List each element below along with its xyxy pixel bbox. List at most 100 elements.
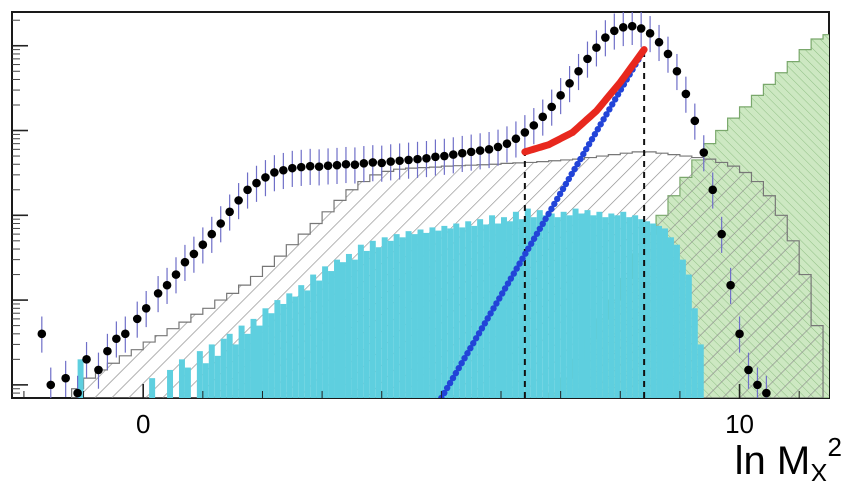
- cyan-bar: [423, 232, 430, 398]
- red-fit-curve: [521, 46, 648, 156]
- blue-line-dot: [499, 290, 506, 297]
- data-point: [141, 304, 151, 313]
- red-fit-line: [521, 46, 648, 156]
- data-point: [368, 158, 378, 167]
- blue-line-dot: [527, 240, 535, 247]
- data-point: [413, 154, 422, 164]
- blue-line-dot: [609, 101, 616, 108]
- data-point: [618, 22, 628, 32]
- blue-line-dot: [591, 131, 599, 138]
- data-point: [636, 24, 646, 33]
- y-axis-ticks: [12, 19, 28, 394]
- data-point: [377, 158, 387, 168]
- cyan-bar: [495, 223, 502, 398]
- data-point: [663, 49, 673, 59]
- data-point: [762, 388, 771, 398]
- cyan-bar: [632, 215, 639, 398]
- cyan-bar: [226, 333, 233, 398]
- cyan-bar: [512, 211, 519, 398]
- data-point: [82, 355, 91, 364]
- cyan-bar: [387, 240, 394, 398]
- cyan-bar: [381, 237, 388, 398]
- cyan-bar: [244, 333, 251, 398]
- x-axis-ticks: [23, 384, 800, 398]
- cyan-bar: [459, 227, 466, 398]
- cyan-histogram: [77, 208, 704, 398]
- cyan-bar: [697, 344, 704, 398]
- data-point: [270, 168, 279, 177]
- cyan-bar: [691, 308, 698, 398]
- cyan-bar: [339, 262, 346, 398]
- data-point: [243, 185, 252, 195]
- data-point: [592, 43, 601, 52]
- data-point: [180, 257, 190, 267]
- cyan-bar: [626, 217, 633, 398]
- data-point: [296, 162, 306, 172]
- cyan-bar: [316, 280, 323, 398]
- blue-line-dot: [472, 335, 480, 342]
- blue-line-dot: [501, 285, 509, 292]
- cyan-bar: [399, 237, 406, 398]
- blue-line-dot: [539, 220, 546, 228]
- cyan-bar: [369, 240, 376, 398]
- cyan-bar: [167, 369, 174, 398]
- data-point: [699, 148, 709, 157]
- data-point: [574, 66, 583, 76]
- cyan-bar: [602, 217, 609, 398]
- cyan-bar: [644, 221, 651, 398]
- blue-line-dot: [614, 91, 622, 98]
- cyan-bar: [608, 213, 615, 398]
- blue-line-dot: [585, 140, 593, 148]
- blue-line-dot: [574, 160, 581, 168]
- data-point: [717, 229, 726, 239]
- cyan-bar: [477, 219, 484, 398]
- data-point: [153, 289, 163, 298]
- blue-line-dot: [470, 340, 477, 347]
- cyan-bar: [501, 217, 507, 398]
- data-point: [475, 146, 485, 155]
- blue-line-dot: [507, 275, 515, 282]
- blue-line-dot: [580, 150, 587, 158]
- data-point: [395, 156, 404, 166]
- cyan-bar: [411, 234, 418, 398]
- cyan-bar: [286, 293, 293, 398]
- cyan-bar: [638, 219, 645, 398]
- blue-line-dot: [481, 320, 489, 327]
- data-point: [359, 159, 369, 168]
- cyan-bar: [375, 247, 382, 398]
- cyan-bar: [518, 219, 525, 398]
- data-point: [431, 152, 440, 162]
- blue-line-dot: [597, 121, 604, 128]
- data-point: [726, 280, 735, 290]
- cyan-bar: [351, 259, 358, 398]
- cyan-bar: [238, 325, 245, 398]
- cyan-bar: [465, 221, 472, 398]
- data-point: [341, 159, 351, 169]
- blue-line-dot: [606, 106, 613, 113]
- blue-line-dot: [548, 205, 555, 213]
- blue-line-dot: [530, 235, 538, 242]
- cyan-bar: [292, 296, 299, 398]
- data-point: [198, 240, 208, 250]
- cyan-bar: [566, 215, 573, 398]
- cyan-bar: [471, 225, 478, 398]
- data-point: [538, 112, 548, 122]
- cyan-bar: [196, 351, 203, 398]
- cyan-bar: [578, 213, 585, 398]
- blue-line-dot: [455, 364, 462, 372]
- cyan-bar: [435, 230, 442, 398]
- cyan-bar: [77, 359, 84, 398]
- data-point: [162, 280, 172, 290]
- data-point: [627, 21, 637, 31]
- cyan-bar: [584, 210, 591, 398]
- data-point: [583, 54, 592, 64]
- blue-line-dot: [484, 315, 491, 322]
- blue-line-dot: [478, 325, 486, 332]
- data-point: [708, 185, 718, 195]
- data-point: [529, 121, 539, 130]
- blue-line-dot: [554, 195, 561, 203]
- blue-line-dot: [443, 384, 451, 392]
- blue-line-dot: [475, 330, 483, 337]
- cyan-bar: [363, 250, 370, 398]
